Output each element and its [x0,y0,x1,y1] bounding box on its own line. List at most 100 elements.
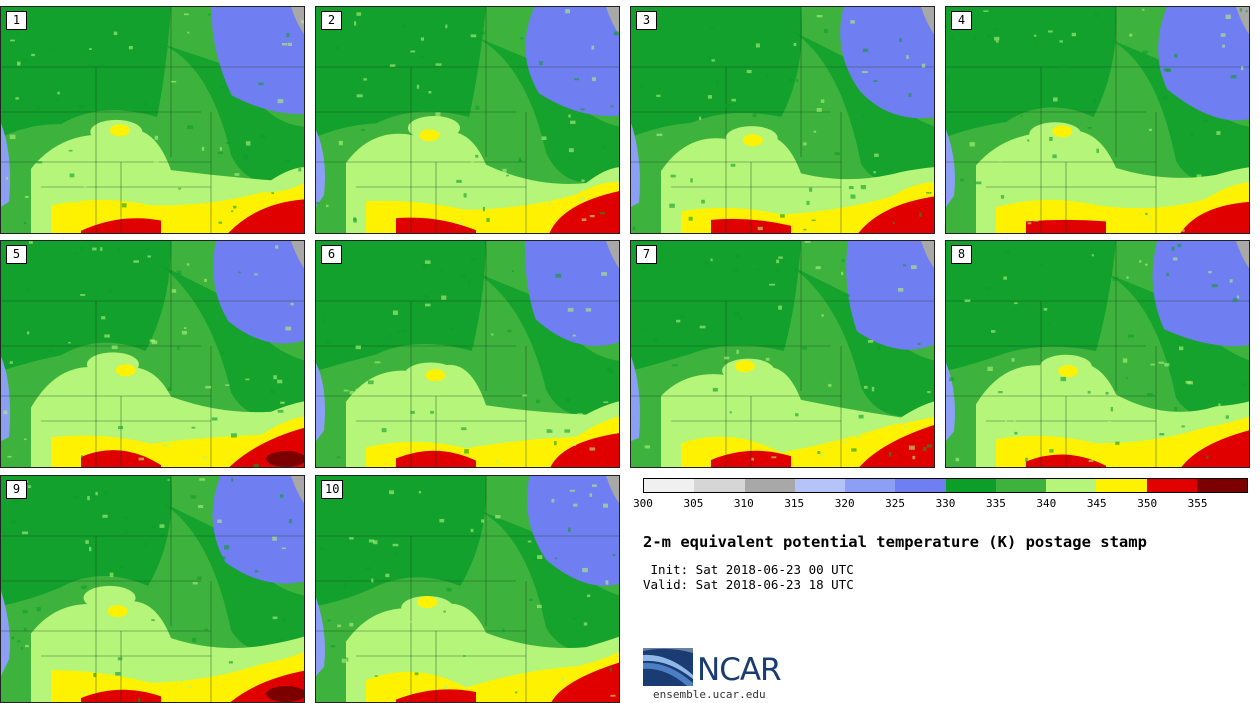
field-speckle [1185,380,1192,384]
region-dark-green [316,241,486,371]
field-speckle [851,448,857,452]
colorbar-tick-label: 335 [985,497,1006,510]
field-speckle [644,327,649,329]
field-speckle [1149,215,1152,219]
field-speckle [25,644,29,648]
field-speckle [352,681,357,686]
field-speckle [1147,393,1153,396]
field-speckle [150,150,155,155]
field-speckle [707,95,713,99]
region-dark-green [1106,273,1249,418]
field-speckle [653,338,658,342]
region-gray [291,7,304,35]
region-blue-west [1,590,10,676]
field-speckle [1182,229,1185,232]
field-speckle [610,694,616,697]
field-speckle [983,10,989,12]
field-speckle [573,503,578,507]
field-speckle [49,349,53,353]
panel-label: 2 [321,11,342,30]
map-panel-10: 10 [315,475,620,703]
field-speckle [460,274,466,278]
field-speckle [1094,13,1099,18]
map-panel-1: 1 [0,6,305,234]
field-speckle [862,48,869,53]
field-speckle [273,375,277,380]
region-yellow [996,416,1249,467]
field-speckle [546,429,553,433]
field-speckle [353,217,357,221]
region-yellow [107,605,128,618]
field-speckle [537,555,543,560]
field-speckle [644,445,650,449]
field-speckle [778,305,782,310]
colorbar-tick-label: 320 [834,497,855,510]
field-speckle [1202,120,1209,123]
field-speckle [813,130,817,133]
field-speckle [725,104,731,109]
field-speckle [1129,33,1133,37]
field-speckle [253,463,259,467]
field-speckle [198,505,204,508]
field-speckle [589,215,595,218]
field-speckle [383,661,389,664]
field-speckle [922,447,927,451]
field-speckle [111,588,116,592]
field-speckle [356,94,363,98]
field-speckle [1003,276,1008,280]
field-speckle [123,531,130,534]
ncar-logo-icon [643,648,693,686]
field-speckle [219,147,222,151]
field-speckle [1216,131,1221,135]
field-speckle [81,585,87,589]
field-speckle [724,356,730,360]
field-speckle [734,254,741,259]
field-speckle [441,295,447,300]
field-speckle [95,491,98,496]
field-speckle [946,77,950,82]
field-speckle [184,327,187,330]
field-speckle [359,659,366,664]
field-speckle [180,681,184,684]
field-speckle [1007,145,1010,149]
field-speckle [874,153,879,157]
field-speckle [1092,98,1097,104]
field-speckle [176,270,182,275]
field-speckle [69,173,75,178]
region-blue-west [1,123,10,207]
field-speckle [548,200,552,205]
field-speckle [9,134,16,139]
field-speckle [1014,302,1018,305]
panel-label: 1 [6,11,27,30]
field-speckle [446,587,452,592]
field-speckle [1087,127,1093,129]
region-yellow [1058,365,1079,378]
region-red [859,425,934,467]
colorbar-segment [744,479,795,492]
field-speckle [893,222,896,225]
field-speckle [330,645,336,648]
field-speckle [135,163,139,166]
field-speckle [410,50,416,53]
field-speckle [1027,222,1032,225]
field-speckle [850,20,855,24]
field-speckle [1191,422,1195,425]
field-speckle [1230,75,1237,79]
field-speckle [365,566,371,570]
field-speckle [1241,66,1244,71]
colorbar-tick-label: 315 [784,497,805,510]
field-speckle [281,547,287,550]
field-speckle [1105,391,1109,395]
map-panel-9: 9 [0,475,305,703]
field-speckle [908,93,912,97]
field-speckle [520,436,525,441]
field-speckle [1158,361,1165,364]
field-speckle [68,149,73,152]
field-speckle [906,55,909,59]
field-speckle [159,524,165,528]
field-speckle [73,495,80,499]
map-panel-2: 2 [315,6,620,234]
field-speckle [343,389,349,392]
field-speckle [272,616,278,620]
field-speckle [793,42,797,47]
